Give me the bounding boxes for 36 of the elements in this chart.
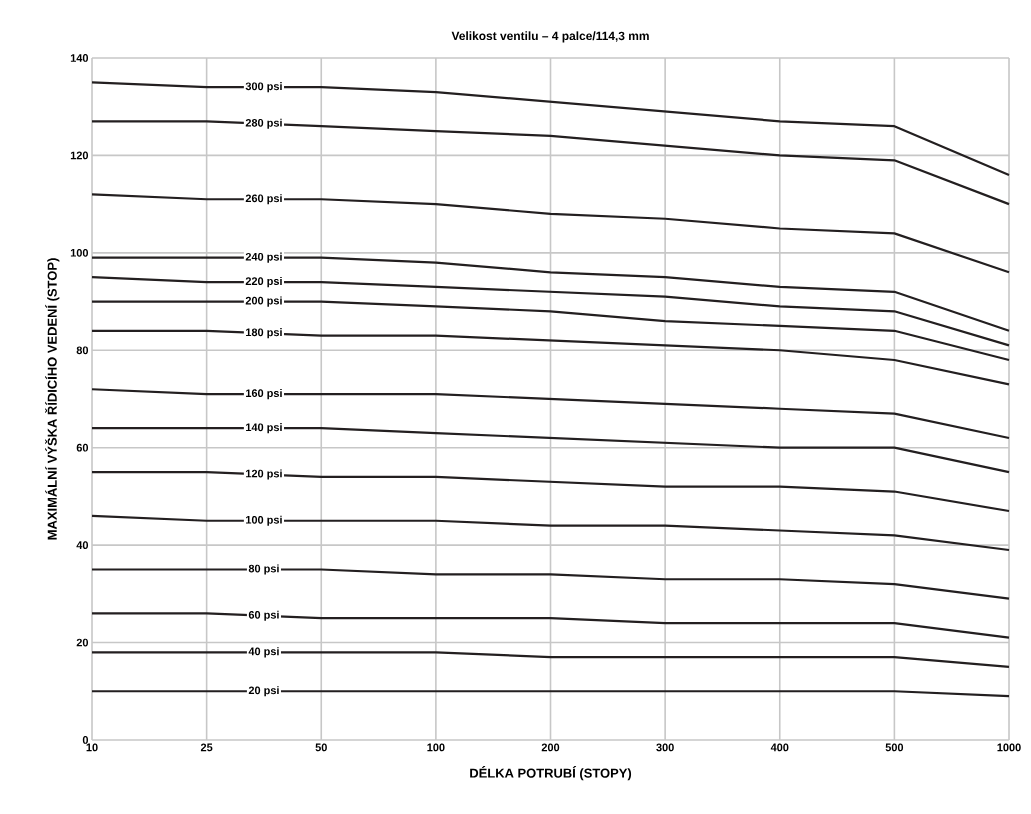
y-axis-title: MAXIMÁLNÍ VÝŠKA ŘÍDICÍHO VEDENÍ (STOP) [45,258,60,540]
x-tick-label: 10 [86,743,98,752]
series-label: 20 psi [248,686,279,697]
y-tick-label: 120 [70,151,89,160]
x-tick-label: 25 [200,743,213,752]
series-label: 240 psi [245,252,282,263]
x-tick-label: 50 [315,743,327,752]
y-tick-label: 40 [76,541,89,550]
series-label: 220 psi [245,276,282,288]
y-tick-label: 80 [76,346,89,355]
x-axis-title: DÉLKA POTRUBÍ (STOPY) [470,766,632,781]
series-label: 180 psi [246,328,282,339]
series-label: 140 psi [246,423,282,434]
chart-title: Velikost ventilu – 4 palce/114,3 mm [451,31,649,43]
y-tick-label: 140 [70,54,89,62]
line-series [90,193,1011,274]
y-tick-label: 100 [70,248,89,257]
y-tick-label: 20 [76,638,89,647]
x-tick-label: 400 [770,743,789,752]
series-label: 200 psi [245,296,282,307]
series-label: 300 psi [245,82,282,93]
series-label: 280 psi [245,118,282,129]
x-tick-label: 500 [885,743,904,752]
series-label: 120 psi [246,469,282,480]
y-tick-label: 0 [82,736,89,744]
x-tick-label: 100 [427,743,445,752]
series-label: 80 psi [248,564,279,575]
y-tick-label: 60 [76,443,89,452]
series-label: 160 psi [246,389,282,400]
series-label: 60 psi [248,610,279,621]
x-tick-label: 200 [541,743,560,752]
series-label: 260 psi [245,194,282,205]
series-label: 40 psi [248,647,279,658]
x-tick-label: 300 [656,743,674,752]
x-tick-label: 1000 [997,743,1021,752]
series-label: 100 psi [246,515,282,526]
